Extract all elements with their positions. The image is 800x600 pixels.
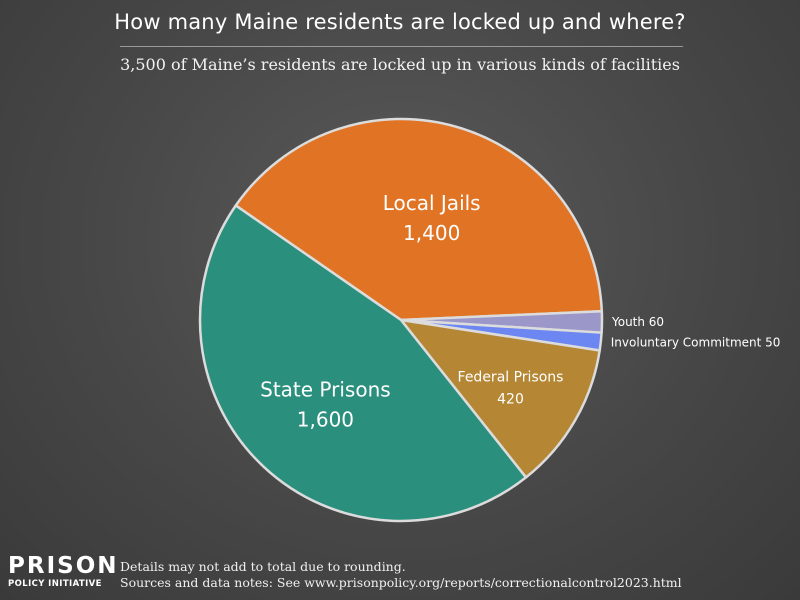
slice-label-involuntary-commitment: Involuntary Commitment 50 bbox=[611, 336, 781, 350]
rounding-note: Details may not add to total due to roun… bbox=[120, 559, 406, 574]
slice-federal-prisons bbox=[399, 318, 601, 479]
slice-label-youth: Youth 60 bbox=[611, 315, 664, 329]
prison-policy-initiative-logo: PRISON POLICY INITIATIVE bbox=[8, 553, 119, 590]
slice-value-state-prisons: 1,600 bbox=[297, 408, 354, 432]
slice-local-jails bbox=[234, 117, 604, 322]
slice-value-federal-prisons: 420 bbox=[497, 392, 524, 408]
footer-notes: Details may not add to total due to roun… bbox=[120, 559, 682, 591]
sources-note: Sources and data notes: See www.prisonpo… bbox=[120, 575, 682, 590]
slice-state-prisons bbox=[198, 204, 528, 523]
slice-label-state-prisons: State Prisons bbox=[260, 378, 391, 402]
logo-tagline: POLICY INITIATIVE bbox=[8, 579, 102, 589]
slice-label-federal-prisons: Federal Prisons bbox=[458, 370, 564, 386]
logo-wordmark: PRISON bbox=[8, 553, 119, 579]
chart-title: How many Maine residents are locked up a… bbox=[114, 10, 686, 34]
chart-subtitle: 3,500 of Maine’s residents are locked up… bbox=[120, 55, 680, 74]
slice-label-local-jails: Local Jails bbox=[383, 191, 481, 215]
title-divider bbox=[120, 46, 683, 47]
slice-value-local-jails: 1,400 bbox=[403, 221, 460, 245]
